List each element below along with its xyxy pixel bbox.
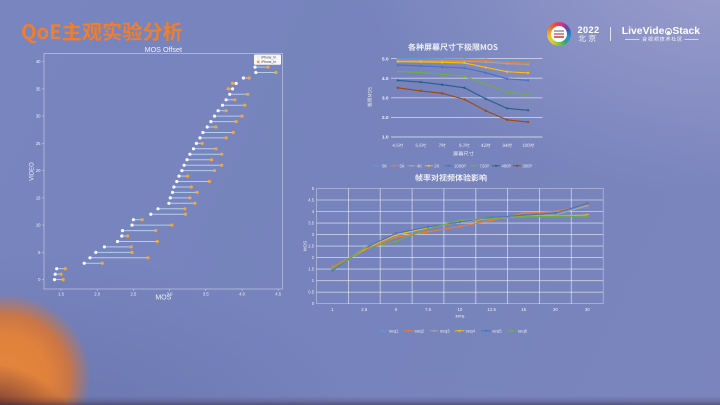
svg-text:3.0: 3.0 (167, 292, 173, 297)
svg-text:8K: 8K (382, 163, 387, 168)
svg-text:15: 15 (521, 307, 526, 312)
svg-text:480P: 480P (502, 163, 512, 168)
svg-text:2.5: 2.5 (308, 244, 314, 249)
svg-text:40: 40 (36, 59, 41, 64)
svg-text:20: 20 (36, 168, 41, 173)
svg-text:seq5: seq5 (492, 328, 502, 333)
svg-text:10: 10 (457, 307, 462, 312)
svg-text:1: 1 (312, 278, 315, 283)
svg-text:25: 25 (36, 141, 41, 146)
svg-text:4.5: 4.5 (308, 197, 314, 202)
svg-text:2.0: 2.0 (382, 115, 389, 121)
svg-text:seq6: seq6 (518, 328, 528, 333)
svg-text:0.5: 0.5 (308, 290, 314, 295)
svg-text:2.5: 2.5 (130, 292, 136, 297)
svg-text:MOS: MOS (303, 241, 308, 251)
svg-text:720P: 720P (480, 163, 490, 168)
svg-text:seq4: seq4 (466, 328, 476, 333)
svg-text:3.5: 3.5 (203, 292, 209, 297)
svg-text:seq3: seq3 (440, 328, 450, 333)
svg-text:1080P: 1080P (454, 163, 466, 168)
svg-text:10: 10 (36, 223, 41, 228)
svg-text:1.0: 1.0 (382, 135, 389, 141)
svg-text:15: 15 (36, 195, 41, 200)
svg-text:FPS: FPS (455, 314, 464, 319)
svg-text:3.0: 3.0 (382, 96, 389, 102)
svg-text:30: 30 (585, 307, 590, 312)
svg-text:iPhone_N: iPhone_N (262, 55, 277, 59)
svg-text:2.0: 2.0 (94, 292, 100, 297)
svg-text:0: 0 (38, 277, 41, 282)
svg-text:3: 3 (312, 232, 315, 237)
svg-text:4.0: 4.0 (239, 292, 245, 297)
svg-text:2.5: 2.5 (361, 307, 368, 312)
svg-text:2K: 2K (434, 163, 439, 168)
svg-text:4K: 4K (417, 163, 422, 168)
svg-text:12.5: 12.5 (487, 307, 496, 312)
svg-text:360P: 360P (523, 163, 533, 168)
svg-text:1: 1 (331, 307, 334, 312)
svg-text:VIDEO: VIDEO (30, 162, 36, 181)
svg-text:5.0: 5.0 (382, 56, 389, 62)
svg-text:iPhone_hr: iPhone_hr (262, 60, 277, 64)
svg-text:0: 0 (312, 301, 315, 306)
svg-text:5K: 5K (400, 163, 405, 168)
svg-text:5: 5 (395, 307, 398, 312)
svg-text:35: 35 (36, 86, 41, 91)
svg-text:1.5: 1.5 (308, 267, 314, 272)
svg-text:seq2: seq2 (415, 328, 425, 333)
svg-text:5: 5 (38, 250, 41, 255)
svg-text:1.5: 1.5 (58, 292, 64, 297)
svg-text:MOS Offset: MOS Offset (145, 45, 182, 54)
svg-text:30: 30 (36, 114, 41, 119)
svg-text:seq1: seq1 (389, 328, 399, 333)
svg-text:4.0: 4.0 (382, 76, 389, 82)
svg-text:7.5: 7.5 (425, 307, 432, 312)
svg-text:4: 4 (312, 209, 315, 214)
svg-text:2: 2 (312, 255, 315, 260)
svg-text:5: 5 (312, 186, 315, 191)
svg-text:20: 20 (553, 307, 558, 312)
svg-text:4.5: 4.5 (275, 292, 281, 297)
svg-text:MOS: MOS (155, 295, 171, 302)
svg-text:3.5: 3.5 (308, 221, 314, 226)
